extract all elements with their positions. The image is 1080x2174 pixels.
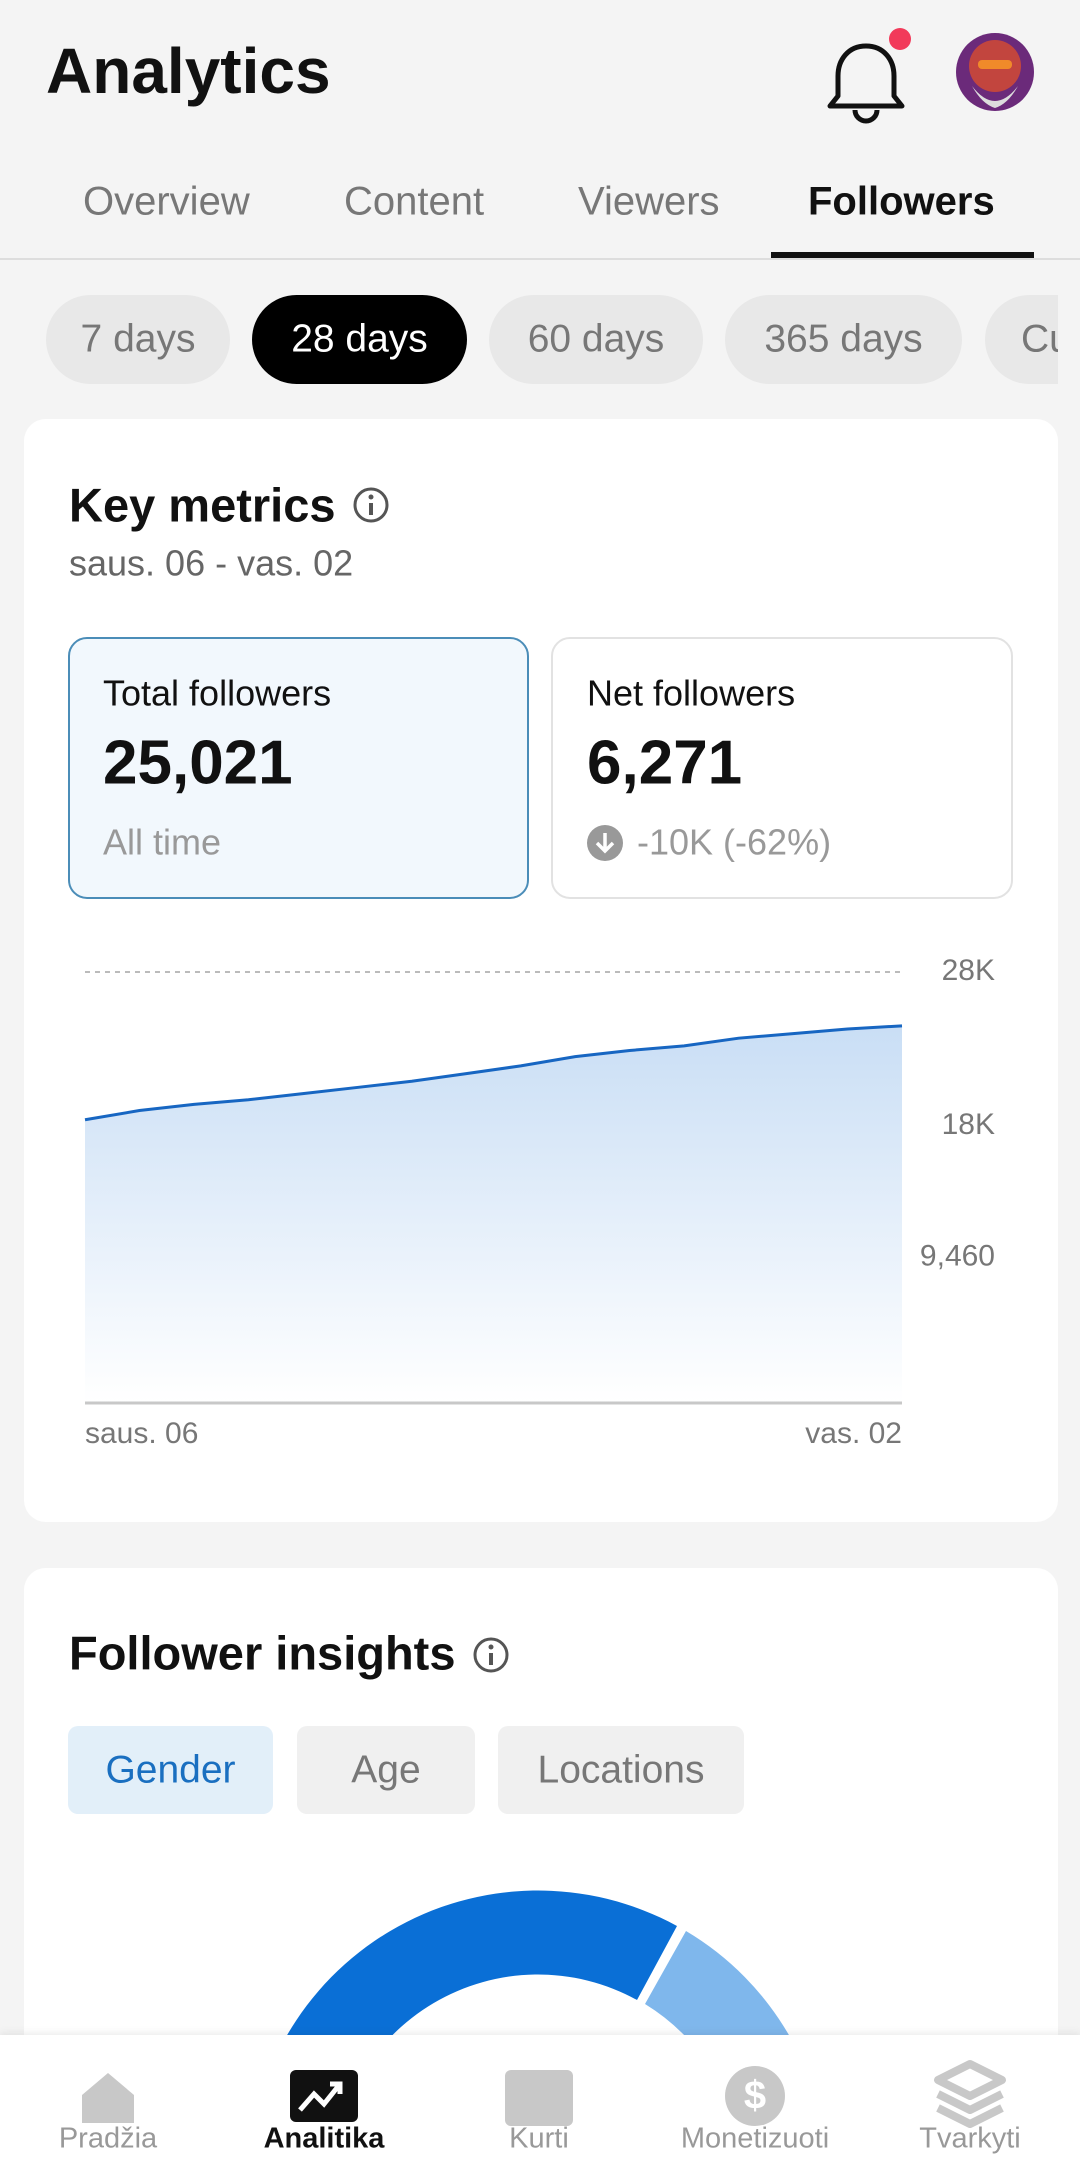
nav-icon[interactable] [82, 2073, 134, 2123]
insight-tab-label: Locations [538, 1748, 705, 1791]
y-tick-label: 9,460 [920, 1239, 995, 1272]
metric-note: All time [103, 822, 221, 863]
tab[interactable]: Overview [83, 180, 250, 224]
nav-icon-detail: $ [744, 2074, 766, 2118]
tab[interactable]: Content [344, 180, 484, 224]
info-icon[interactable] [353, 487, 389, 523]
range-chip-label: 7 days [81, 317, 196, 360]
range-chip-label: 28 days [291, 317, 428, 360]
range-chip[interactable] [252, 295, 467, 384]
nav-icon-detail [298, 2081, 343, 2112]
notifications[interactable] [827, 28, 911, 124]
line [84, 1024, 903, 1122]
metric-label: Net followers [587, 673, 795, 714]
range-chip-label: Cu [1021, 317, 1071, 360]
nav-label: Pradžia [59, 2123, 158, 2155]
section-title: Follower insights [69, 1626, 455, 1679]
insight-tab[interactable] [498, 1726, 744, 1814]
nav-icon[interactable] [505, 2070, 573, 2126]
page-title: Analytics [46, 35, 331, 107]
nav-icon[interactable] [934, 2060, 1006, 2128]
y-tick-label: 18K [942, 1108, 995, 1141]
metric-value: 25,021 [103, 728, 293, 797]
range-chip-label: 365 days [764, 317, 922, 360]
metric-note: -10K (-62%) [637, 822, 831, 863]
metric-label: Total followers [103, 673, 331, 714]
nav-label: Tvarkyti [919, 2123, 1021, 2155]
nav-icon[interactable] [725, 2066, 785, 2126]
nav-label: Kurti [509, 2123, 569, 2155]
nav-label: Analitika [264, 2123, 386, 2155]
section-title: Key metrics [69, 478, 336, 531]
insight-tab[interactable] [297, 1726, 475, 1814]
insight-tab-label: Gender [105, 1748, 235, 1791]
metric-card[interactable] [68, 637, 529, 899]
info-icon[interactable] [473, 1637, 509, 1673]
range-chip[interactable] [46, 295, 230, 384]
metric-value: 6,271 [587, 728, 742, 797]
down-icon [587, 825, 623, 861]
y-tick-label: 28K [942, 954, 995, 987]
metric-card[interactable] [551, 637, 1013, 899]
insights-card [24, 1568, 1058, 2174]
tab-indicator [771, 252, 1034, 258]
nav-icon[interactable] [290, 2070, 358, 2122]
tab[interactable]: Viewers [578, 180, 720, 224]
x-tick-label: saus. 06 [85, 1417, 198, 1450]
x-tick-label: vas. 02 [805, 1417, 902, 1450]
avatar[interactable] [956, 33, 1034, 111]
range-chip[interactable] [489, 295, 703, 384]
range-chip[interactable] [985, 295, 1080, 384]
nav-label: Monetizuoti [681, 2123, 829, 2155]
area [85, 1025, 902, 1403]
range-chip-label: 60 days [528, 317, 665, 360]
date-range: saus. 06 - vas. 02 [69, 543, 353, 584]
insight-tab-label: Age [351, 1748, 420, 1791]
range-chip[interactable] [725, 295, 962, 384]
insight-tab[interactable] [68, 1726, 273, 1814]
tab[interactable]: Followers [808, 180, 995, 224]
